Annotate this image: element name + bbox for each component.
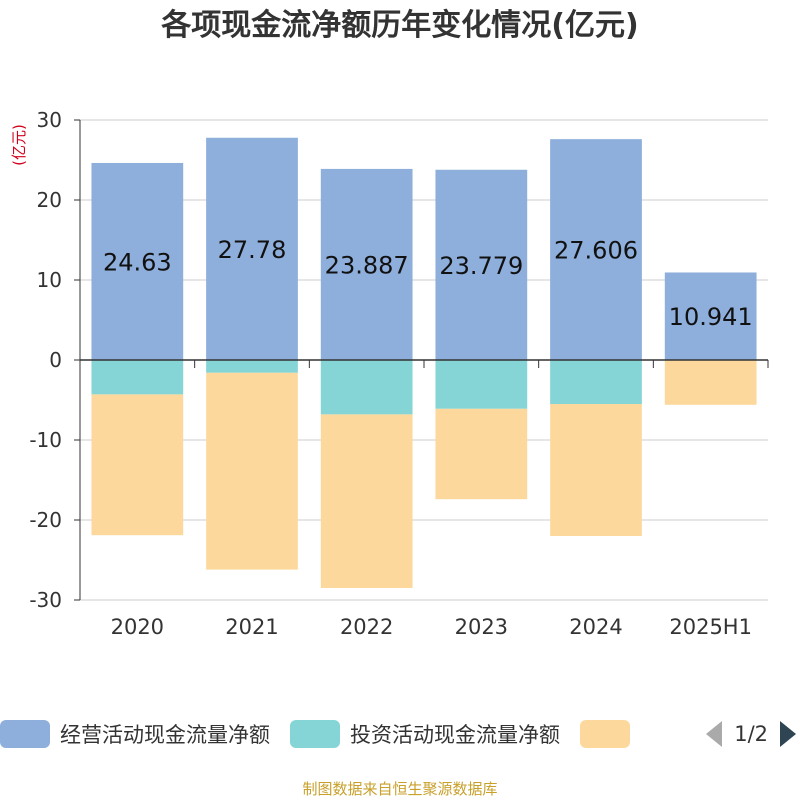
bar-series0-2024[interactable]	[550, 139, 642, 360]
y-tick-label: 20	[37, 188, 62, 212]
bar-series2-2021[interactable]	[206, 372, 298, 570]
bar-series2-2025h1[interactable]	[664, 360, 757, 405]
y-tick-label: -30	[29, 588, 62, 612]
axis-layer: 30 20 10 0 -10 -20 -30 2020 2021 2022 2023 2024 2025…	[29, 108, 769, 639]
legend: 经营活动现金流量净额 投资活动现金流量净额	[0, 716, 660, 752]
data-label: 27.78	[218, 236, 287, 264]
bar-series2-2020[interactable]	[91, 394, 184, 536]
triangle-right-icon	[780, 721, 796, 747]
bar-series0-2022[interactable]	[320, 168, 413, 360]
y-tick-label: -20	[29, 508, 62, 532]
legend-pager: 1/2	[702, 716, 800, 752]
data-label: 23.779	[439, 252, 523, 280]
legend-label-investing: 投资活动现金流量净额	[350, 723, 560, 747]
bar-series0-2025h1[interactable]	[664, 272, 757, 360]
triangle-left-icon	[706, 721, 723, 747]
y-tick-label: -10	[29, 428, 62, 452]
bar-series0-2020[interactable]	[91, 162, 184, 360]
y-tick-label: 0	[49, 348, 62, 372]
legend-swatch-operating	[0, 720, 50, 748]
y-tick-label: 10	[37, 268, 62, 292]
legend-item-investing[interactable]: 投资活动现金流量净额	[290, 719, 560, 749]
source-note: 制图数据来自恒生聚源数据库	[302, 780, 498, 798]
bar-series2-2024[interactable]	[550, 404, 642, 536]
grid-layer	[80, 119, 768, 601]
bar-series1-2021[interactable]	[206, 360, 298, 373]
labels-layer: 24.63 27.78 23.887 23.779 27.606 10.941	[103, 236, 753, 331]
bar-series1-2024[interactable]	[550, 360, 642, 404]
bar-series1-2020[interactable]	[91, 360, 184, 395]
bar-series0-2021[interactable]	[206, 137, 298, 360]
bar-series1-2022[interactable]	[320, 360, 413, 415]
x-tick-label: 2022	[340, 615, 393, 639]
bar-series2-2023[interactable]	[435, 408, 528, 500]
bar-series1-2023[interactable]	[435, 360, 528, 409]
y-axis-unit-label: (亿元)	[10, 124, 28, 166]
bars-layer	[91, 137, 757, 588]
legend-prev-button[interactable]	[702, 718, 726, 750]
y-tick-label: 30	[37, 108, 62, 132]
x-tick-label: 2020	[111, 615, 164, 639]
legend-label-operating: 经营活动现金流量净额	[60, 723, 270, 747]
data-label: 27.606	[554, 237, 638, 265]
chart-title: 各项现金流净额历年变化情况(亿元)	[161, 8, 639, 43]
legend-item-operating[interactable]: 经营活动现金流量净额	[0, 719, 270, 749]
bar-series0-2023[interactable]	[435, 169, 528, 360]
legend-swatch-investing	[290, 720, 340, 748]
x-tick-label: 2021	[225, 615, 278, 639]
x-tick-label: 2023	[455, 615, 508, 639]
legend-page-indicator: 1/2	[734, 722, 768, 746]
x-tick-label: 2024	[569, 615, 622, 639]
legend-swatch-financing	[580, 720, 630, 748]
x-tick-label: 2025H1	[669, 615, 752, 639]
data-label: 10.941	[669, 303, 753, 331]
data-label: 23.887	[325, 251, 409, 279]
legend-next-button[interactable]	[776, 718, 800, 750]
legend-item-financing[interactable]	[580, 720, 640, 748]
bar-series2-2022[interactable]	[320, 414, 413, 588]
data-label: 24.63	[103, 248, 172, 276]
